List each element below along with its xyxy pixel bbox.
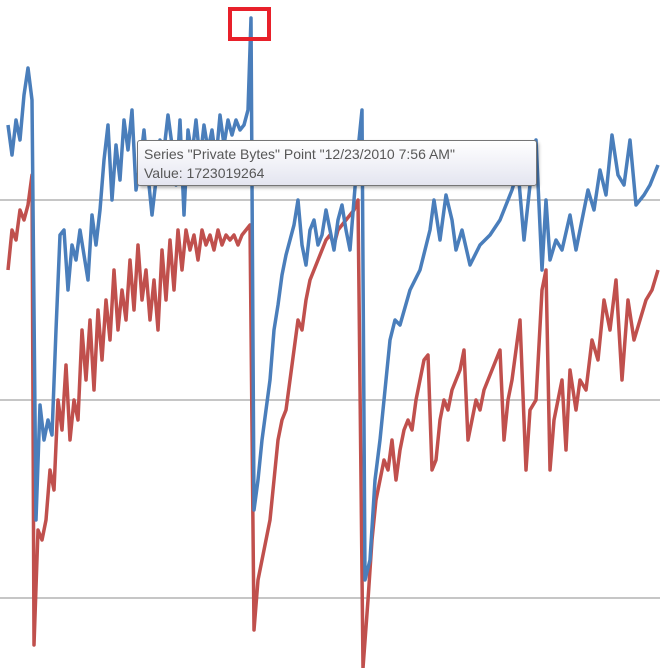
series-line	[6, 16, 660, 582]
series-line	[6, 173, 660, 668]
highlight-box	[228, 7, 271, 41]
tooltip-series: Series "Private Bytes" Point "12/23/2010…	[144, 146, 455, 162]
tooltip-value: Value: 1723019264	[144, 165, 265, 181]
tooltip: Series "Private Bytes" Point "12/23/2010…	[137, 140, 537, 186]
